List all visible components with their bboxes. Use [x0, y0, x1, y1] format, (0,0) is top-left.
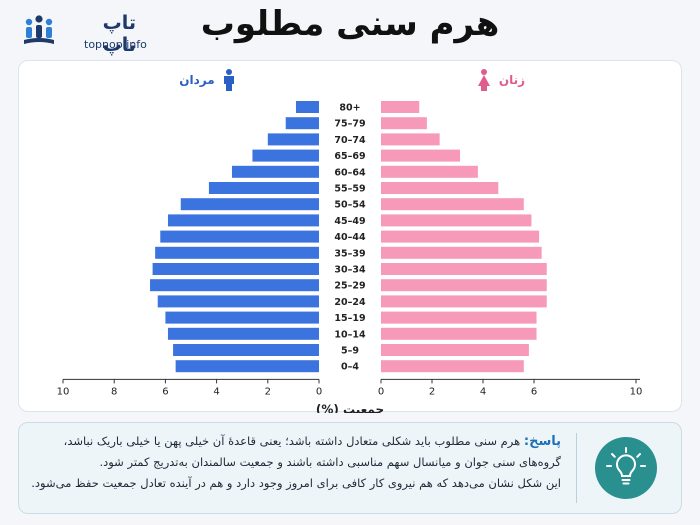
bar-women-13 — [381, 311, 537, 324]
bar-men-3 — [252, 149, 319, 162]
logo[interactable]: تاپ ناپ topnop.info — [16, 10, 147, 56]
bar-women-15 — [381, 344, 529, 356]
age-label-0: 80+ — [339, 103, 360, 114]
answer-text: پاسخ: هرم سنی مطلوب باید شکلی متعادل داش… — [31, 431, 561, 494]
bar-men-5 — [208, 182, 319, 194]
age-label-9: 35–39 — [334, 248, 365, 259]
female-icon — [478, 69, 490, 91]
tick-label-men-0: 10 — [57, 386, 70, 397]
age-label-6: 50–54 — [334, 200, 366, 211]
tick-label-women-4: 10 — [630, 386, 643, 397]
tick-label-men-4: 2 — [265, 386, 271, 397]
bar-men-15 — [173, 344, 319, 356]
tick-label-women-3: 6 — [531, 386, 537, 397]
bar-men-0 — [295, 101, 319, 113]
bar-men-10 — [152, 263, 319, 275]
bar-men-4 — [231, 165, 319, 178]
bar-women-10 — [381, 263, 547, 275]
bar-women-9 — [381, 246, 542, 259]
age-label-4: 60–64 — [334, 167, 366, 178]
tick-label-men-5: 0 — [316, 386, 322, 397]
tick-label-women-1: 2 — [429, 386, 435, 397]
tick-label-men-3: 4 — [213, 386, 219, 397]
answer-line-3: این شکل نشان می‌دهد که هم نیروی کار کافی… — [31, 476, 561, 490]
bar-men-12 — [157, 295, 319, 308]
bar-women-0 — [381, 101, 420, 113]
bar-women-5 — [381, 182, 499, 194]
bar-women-2 — [381, 133, 440, 146]
bar-men-7 — [167, 214, 319, 227]
bar-women-12 — [381, 295, 547, 308]
bar-men-11 — [150, 279, 319, 292]
age-label-12: 20–24 — [334, 297, 366, 308]
age-label-15: 5–9 — [341, 346, 359, 357]
legend-women: زنان — [499, 73, 525, 87]
bar-men-14 — [167, 327, 319, 340]
bar-women-8 — [381, 230, 540, 243]
bar-women-7 — [381, 214, 532, 227]
age-label-10: 30–34 — [334, 265, 366, 276]
bar-women-16 — [381, 360, 524, 373]
bar-men-9 — [155, 246, 319, 259]
age-label-7: 45–49 — [334, 216, 365, 227]
bar-women-14 — [381, 327, 537, 340]
age-label-13: 15–19 — [334, 313, 365, 324]
age-label-1: 75–79 — [334, 119, 365, 130]
bar-men-2 — [267, 133, 319, 146]
tick-label-men-2: 6 — [162, 386, 168, 397]
logo-url: topnop.info — [84, 38, 147, 51]
bar-men-13 — [165, 311, 319, 324]
logo-name: تاپ ناپ — [102, 12, 136, 56]
bar-men-16 — [175, 360, 319, 373]
answer-divider — [576, 433, 577, 503]
legend-men: مردان — [179, 73, 214, 87]
bar-women-11 — [381, 279, 547, 292]
population-pyramid-chart: 80+75–7970–7465–6960–6455–5950–5445–4940… — [57, 69, 643, 413]
age-label-2: 70–74 — [334, 135, 366, 146]
bar-women-4 — [381, 165, 478, 178]
tick-label-men-1: 8 — [111, 386, 117, 397]
tick-label-women-0: 0 — [378, 386, 384, 397]
x-axis-label: جمعیت (%) — [316, 402, 384, 413]
bar-women-1 — [381, 117, 427, 130]
age-label-5: 55–59 — [334, 184, 365, 195]
answer-line-2: گروه‌های سنی جوان و میانسال سهم مناسبی د… — [99, 455, 561, 469]
age-label-14: 10–14 — [334, 329, 366, 340]
age-label-8: 40–44 — [334, 232, 366, 243]
tick-label-women-2: 4 — [480, 386, 486, 397]
age-label-11: 25–29 — [334, 281, 365, 292]
bar-women-3 — [381, 149, 461, 162]
age-label-3: 65–69 — [334, 151, 365, 162]
bar-men-8 — [160, 230, 319, 243]
logo-people-book-icon — [24, 15, 54, 44]
bar-men-1 — [285, 117, 319, 130]
answer-label: پاسخ: — [523, 434, 561, 449]
bar-men-6 — [180, 198, 319, 211]
bar-women-6 — [381, 198, 524, 211]
age-label-16: 0–4 — [341, 362, 359, 373]
male-icon — [224, 69, 234, 91]
page-title: هرم سنی مطلوب — [200, 4, 500, 44]
lightbulb-icon — [595, 437, 657, 499]
answer-line-1: پاسخ: هرم سنی مطلوب باید شکلی متعادل داش… — [63, 434, 561, 449]
answer-box: پاسخ: هرم سنی مطلوب باید شکلی متعادل داش… — [18, 422, 682, 514]
chart-panel: 80+ 75–79 70–74 65–69 60–64 55–59 50–54 45–49 40… — [18, 60, 682, 413]
